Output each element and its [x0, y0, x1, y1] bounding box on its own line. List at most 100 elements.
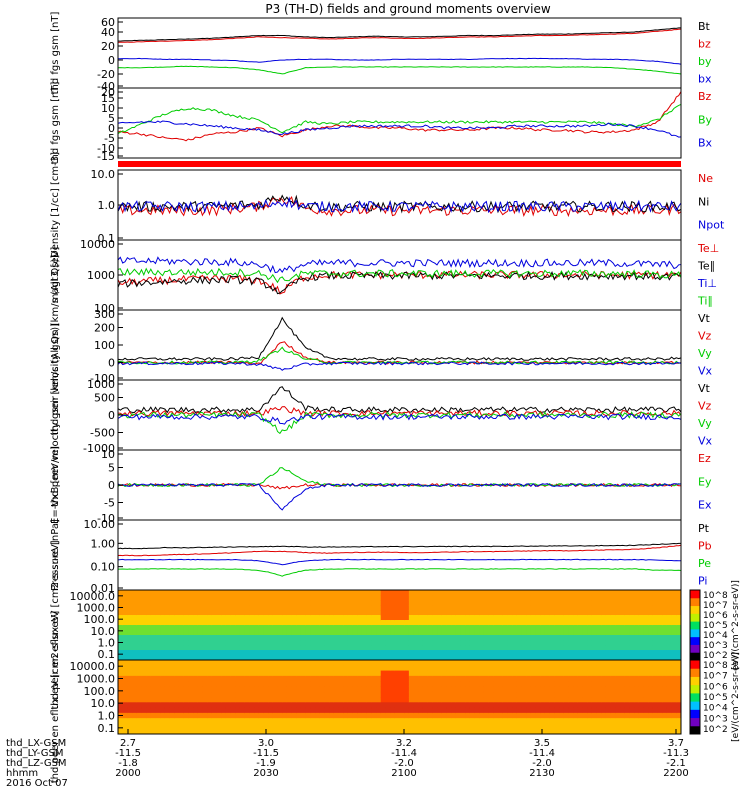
- legend-Vz: Vz: [698, 400, 712, 413]
- spectrogram-cell: [310, 712, 316, 719]
- spectrogram-cell: [244, 670, 250, 677]
- spectrogram-cell: [263, 712, 269, 719]
- spectrogram-cell: [164, 615, 171, 621]
- spectrogram-cell: [160, 660, 166, 666]
- spectrogram-cell: [286, 610, 293, 616]
- spectrogram-cell: [146, 655, 152, 661]
- spectrogram-cell: [319, 665, 325, 672]
- spectrogram-cell: [507, 712, 513, 719]
- spectrogram-cell: [310, 620, 316, 626]
- spectrogram-cell: [652, 590, 659, 596]
- spectrogram-cell: [258, 595, 264, 601]
- spectrogram-cell: [479, 691, 485, 698]
- spectrogram-cell: [324, 665, 330, 672]
- spectrogram-cell: [671, 728, 677, 735]
- spectrogram-cell: [239, 650, 246, 656]
- spectrogram-cell: [277, 625, 283, 631]
- spectrogram-cell: [390, 670, 396, 677]
- spectrogram-cell: [432, 702, 438, 709]
- spectrogram-cell: [437, 691, 443, 698]
- spectrogram-cell: [249, 675, 255, 682]
- spectrogram-cell: [408, 660, 415, 666]
- spectrogram-cell: [324, 630, 330, 636]
- spectrogram-cell: [563, 615, 569, 621]
- y-axis-label: Pressure [nPa]: [50, 519, 61, 591]
- spectrogram-cell: [498, 590, 504, 596]
- spectrogram-cell: [587, 702, 593, 709]
- spectrogram-cell: [422, 620, 429, 626]
- spectrogram-cell: [601, 670, 607, 677]
- spectrogram-cell: [249, 615, 255, 621]
- spectrogram-cell: [221, 635, 227, 641]
- spectrogram-cell: [169, 615, 175, 621]
- spectrogram-cell: [469, 635, 476, 641]
- spectrogram-cell: [291, 697, 297, 703]
- spectrogram-cell: [319, 640, 325, 646]
- spectrogram-cell: [136, 718, 142, 724]
- spectrogram-cell: [160, 610, 166, 616]
- spectrogram-cell: [483, 620, 490, 626]
- spectrogram-cell: [136, 630, 142, 636]
- spectrogram-cell: [193, 691, 199, 698]
- spectrogram-cell: [591, 595, 598, 601]
- spectrogram-cell: [376, 660, 382, 666]
- series-line-Ti∥: [117, 267, 682, 284]
- legend-Npot: Npot: [698, 219, 725, 232]
- spectrogram-cell: [437, 590, 443, 596]
- spectrogram-cell: [216, 605, 222, 611]
- spectrogram-cell: [493, 610, 499, 616]
- spectrogram-cell: [197, 723, 203, 730]
- spectrogram-cell: [221, 620, 227, 626]
- spectrogram-cell: [483, 681, 490, 687]
- spectrogram-cell: [446, 600, 452, 606]
- spectrogram-cell: [263, 625, 269, 631]
- spectrogram-cell: [620, 615, 626, 621]
- spectrogram-cell: [591, 625, 598, 631]
- spectrogram-cell: [221, 728, 227, 735]
- spectrogram-cell: [183, 675, 189, 682]
- spectrogram-cell: [343, 728, 349, 735]
- spectrogram-cell: [413, 691, 419, 698]
- spectrogram-cell: [521, 620, 527, 626]
- spectrogram-cell: [136, 712, 142, 719]
- spectrogram-cell: [178, 590, 185, 596]
- spectrogram-cell: [620, 686, 626, 693]
- spectrogram-cell: [469, 645, 476, 651]
- spectrogram-cell: [394, 615, 400, 621]
- spectrogram-cell: [146, 625, 152, 631]
- spectrogram-cell: [643, 645, 649, 651]
- spectrogram-cell: [648, 645, 654, 651]
- spectrogram-cell: [465, 650, 471, 656]
- spectrogram-cell: [291, 691, 297, 698]
- spectrogram-cell: [507, 702, 513, 709]
- spectrogram-cell: [418, 697, 424, 703]
- panel-frame: [117, 659, 682, 735]
- spectrogram-cell: [390, 712, 396, 719]
- spectrogram-cell: [263, 707, 269, 714]
- spectrogram-cell: [559, 697, 565, 703]
- spectrogram-cell: [258, 590, 264, 596]
- spectrogram-cell: [174, 630, 180, 636]
- spectrogram-cell: [521, 712, 527, 719]
- spectrogram-cell: [183, 686, 189, 693]
- spectrogram-cell: [483, 605, 490, 611]
- spectrogram-cell: [530, 640, 537, 646]
- spectrogram-cell: [230, 590, 236, 596]
- spectrogram-cell: [408, 590, 415, 596]
- spectrogram-cell: [286, 630, 293, 636]
- spectrogram-cell: [605, 590, 612, 596]
- spectrogram-cell: [427, 605, 433, 611]
- spectrogram-cell: [291, 728, 297, 735]
- spectrogram-cell: [254, 665, 260, 672]
- spectrogram-cell: [141, 691, 147, 698]
- spectrogram-cell: [530, 625, 537, 631]
- spectrogram-cell: [263, 650, 269, 656]
- colorbar-tick-label: 10^8: [703, 591, 728, 601]
- spectrogram-cell: [127, 712, 133, 719]
- spectrogram-cell: [469, 686, 476, 693]
- spectrogram-cell: [413, 650, 419, 656]
- spectrogram-cell: [211, 640, 218, 646]
- spectrogram-cell: [516, 655, 522, 661]
- y-tick-label: 0.1: [98, 722, 116, 735]
